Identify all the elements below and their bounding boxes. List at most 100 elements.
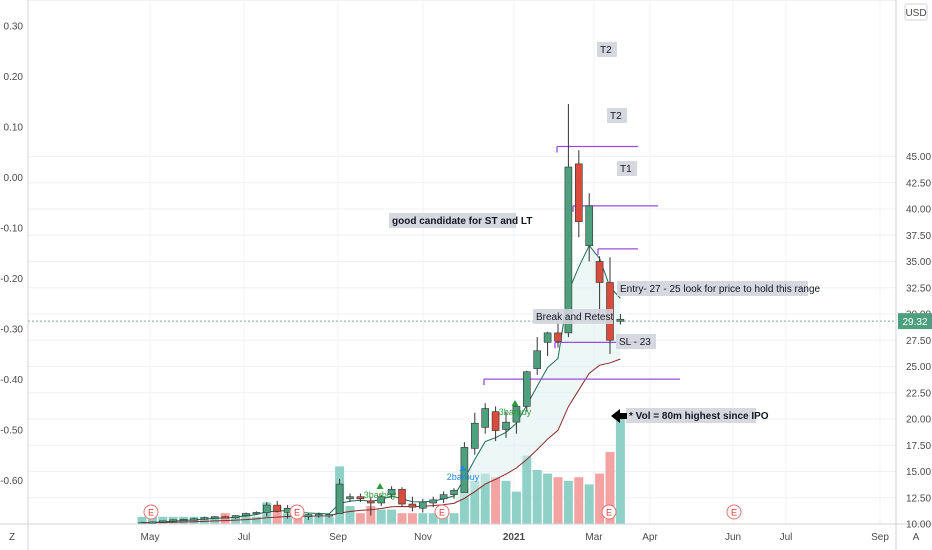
annotation-box (617, 161, 637, 176)
price-tick-label: 32.50 (906, 283, 931, 294)
annotation-t2_mid: T2 (610, 111, 622, 122)
price-tick-label: 12.50 (906, 493, 931, 504)
volume-bars (137, 416, 625, 524)
candle-up (231, 515, 240, 518)
candle-up (325, 514, 334, 517)
candle-up (439, 494, 448, 500)
volume-bar (574, 477, 584, 524)
price-tick-label: 45.00 (906, 152, 931, 163)
time-tick-label: Apr (642, 532, 658, 543)
annotation-entry: Entry- 27 - 25 look for price to hold th… (620, 284, 821, 295)
time-tick-label: Sep (871, 532, 889, 543)
candle-down (356, 496, 365, 500)
price-tick-label: 15.00 (906, 467, 931, 478)
currency-label: USD (905, 8, 926, 19)
volume-bar (314, 516, 324, 524)
buy-signal-label: 3barbuy (499, 407, 532, 417)
volume-bar (345, 506, 355, 524)
candle-up (304, 514, 313, 517)
buy-signal-arrow (511, 400, 519, 406)
earnings-marker-icon (601, 504, 617, 520)
volume-bar (210, 516, 220, 524)
volume-bar (459, 488, 469, 524)
annotation-box (617, 281, 808, 296)
candle-down (221, 516, 229, 519)
price-tick-label: 40.00 (906, 205, 931, 216)
candle-down (273, 504, 282, 512)
volume-bar (137, 516, 147, 524)
volume-bar (480, 473, 490, 524)
bottom-left-label: Z (9, 532, 15, 543)
grid (27, 0, 897, 525)
volume-bar (355, 513, 365, 524)
candle-up (616, 318, 625, 322)
volume-bar (376, 509, 386, 524)
price-tick-label: 17.50 (906, 441, 931, 452)
candle-up (377, 496, 386, 504)
candle-up (169, 519, 177, 522)
candle-up (502, 421, 510, 430)
left-arrow-icon (611, 409, 627, 423)
left-tick-label: 0.10 (4, 123, 24, 134)
volume-bar (272, 506, 282, 524)
earnings-marker-label: E (148, 508, 154, 518)
candle-down (366, 500, 375, 504)
left-tick-label: -0.40 (0, 375, 23, 386)
price-tick-label: 27.50 (906, 336, 931, 347)
volume-bar (605, 452, 615, 524)
volume-bar (387, 509, 397, 524)
buy-signals: 3barbuy 2barbuy 3barbuy (364, 400, 532, 500)
price-tick-label: 25.00 (906, 362, 931, 373)
candle-up (533, 350, 542, 369)
candle-up (346, 496, 354, 500)
price-tick-label: 37.50 (906, 231, 931, 242)
candle-up (450, 490, 458, 495)
candle-up (262, 504, 271, 513)
earnings-marker-label: E (439, 508, 445, 518)
time-tick-label: May (141, 532, 160, 543)
candle-up (179, 518, 188, 522)
volume-bar (553, 477, 563, 524)
time-tick-label: Jul (780, 532, 793, 543)
price-tick-label: 42.50 (906, 178, 931, 189)
volume-bar (501, 480, 511, 524)
time-tick-label: Jun (725, 532, 741, 543)
bottom-right-label: A (913, 532, 920, 543)
earnings-marker-icon (143, 504, 159, 520)
volume-bar (397, 513, 407, 524)
candle-up (387, 489, 396, 495)
candle-up (335, 483, 344, 514)
volume-bar (199, 516, 209, 524)
slow-moving-average (141, 358, 621, 524)
annotation-break: Break and Retest (536, 312, 613, 323)
candle-up (190, 518, 198, 521)
annotation-box (597, 42, 617, 57)
volume-bar (449, 513, 459, 524)
annotation-sl: SL - 23 (619, 337, 651, 348)
price-tick-label: 10.00 (906, 520, 931, 531)
left-tick-label: -0.20 (0, 274, 23, 285)
earnings-marker-label: E (606, 508, 612, 518)
candle-up (200, 517, 209, 520)
volume-bar (303, 516, 313, 524)
left-tick-label: 0.00 (4, 173, 24, 184)
annotations: T2 T2 T1 good candidate for ST and LT Entry-… (389, 42, 821, 423)
volume-bar (241, 513, 251, 524)
price-tick-label: 20.00 (906, 415, 931, 426)
annotation-t2_top: T2 (600, 45, 612, 56)
annotation-vol: * Vol = 80m highest since IPO (629, 411, 769, 422)
volume-bar (293, 516, 303, 524)
volume-bar (595, 473, 605, 524)
time-tick-label: Mar (585, 532, 603, 543)
candle-up (543, 332, 552, 343)
volume-bar (470, 480, 480, 524)
volume-bar (407, 513, 417, 524)
time-tick-label: Jul (238, 532, 251, 543)
candle-up (481, 408, 490, 428)
buy-signal-arrow (459, 465, 467, 471)
annotation-box (616, 334, 656, 349)
earnings-marker-icon (289, 504, 305, 520)
candle-up (314, 514, 323, 517)
